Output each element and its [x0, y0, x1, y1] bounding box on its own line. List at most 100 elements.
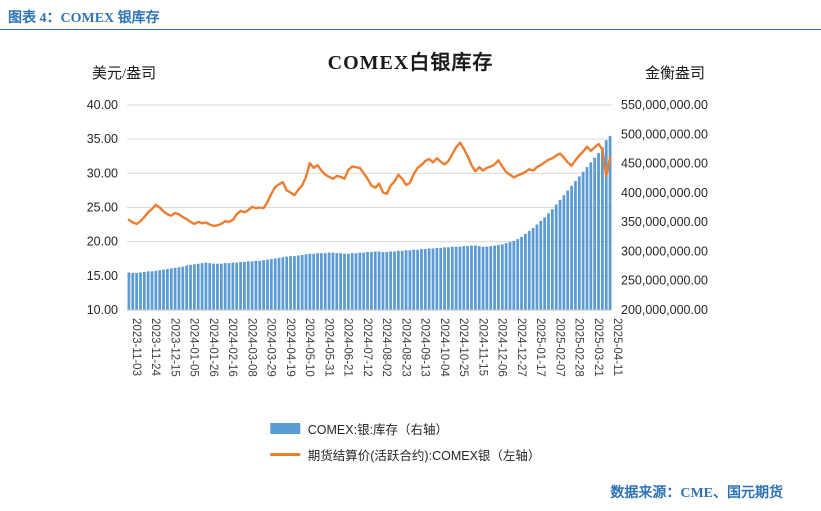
inventory-bar: [439, 247, 443, 310]
inventory-bar: [127, 272, 131, 310]
inventory-bar: [189, 264, 192, 310]
inventory-bar: [370, 252, 373, 310]
inventory-bar: [223, 263, 227, 310]
inventory-bar: [208, 263, 212, 310]
right-axis-tick-label: 350,000,000.00: [621, 215, 708, 229]
x-axis-tick-label: 2023-12-15: [168, 318, 180, 377]
right-axis-tick-label: 400,000,000.00: [621, 186, 708, 200]
inventory-bar: [416, 249, 420, 310]
x-axis-tick-label: 2024-12-06: [496, 318, 508, 377]
x-axis-tick-label: 2025-02-28: [573, 318, 585, 377]
legend-item-price: 期货结算价(活跃合约):COMEX银（左轴）: [269, 445, 540, 464]
inventory-bar: [366, 252, 369, 310]
inventory-bar: [358, 252, 362, 310]
inventory-bar: [500, 244, 504, 310]
inventory-bar: [481, 246, 485, 310]
inventory-bar: [450, 246, 454, 310]
inventory-bar: [142, 271, 146, 310]
inventory-bar: [473, 245, 477, 310]
inventory-bar: [354, 253, 358, 310]
inventory-bar: [146, 271, 150, 310]
x-axis-tick-label: 2024-01-05: [188, 318, 200, 377]
inventory-bar: [535, 224, 539, 310]
inventory-bar: [335, 253, 339, 310]
inventory-bar: [192, 264, 196, 310]
inventory-bar: [454, 246, 458, 310]
x-axis-tick-label: 2024-10-25: [457, 318, 469, 377]
inventory-bar: [181, 266, 185, 310]
x-axis-tick-label: 2025-01-17: [534, 318, 546, 377]
inventory-bar: [477, 246, 481, 310]
inventory-bar: [177, 267, 181, 310]
legend-bar-swatch: [269, 423, 300, 434]
legend-item-label: COMEX:银:库存（右轴）: [307, 423, 449, 437]
right-axis-tick-label: 200,000,000.00: [621, 303, 708, 317]
chart-title: COMEX白银库存: [327, 52, 494, 74]
inventory-bar: [246, 261, 250, 310]
right-axis-header: 金衡盎司: [645, 66, 706, 82]
inventory-bar: [431, 248, 435, 310]
x-axis-tick-label: 2024-02-16: [226, 318, 238, 377]
inventory-bar: [485, 246, 489, 310]
inventory-bar: [262, 260, 266, 310]
inventory-bar: [600, 147, 604, 310]
inventory-bar: [281, 257, 285, 310]
inventory-bar: [404, 250, 408, 310]
price-line: [127, 141, 612, 228]
inventory-bar: [339, 253, 343, 310]
x-axis-tick-label: 2024-11-15: [476, 318, 488, 376]
x-axis-tick-label: 2024-07-12: [361, 318, 373, 377]
left-axis-tick-label: 15.00: [87, 269, 118, 283]
inventory-bar: [385, 252, 389, 310]
inventory-bar: [608, 136, 612, 310]
inventory-bar: [504, 243, 508, 310]
right-axis-tick-label: 450,000,000.00: [621, 157, 708, 171]
x-axis-tick-label: 2024-10-04: [438, 318, 450, 377]
inventory-bar: [585, 167, 589, 310]
inventory-bar: [604, 140, 608, 310]
inventory-bar: [331, 252, 335, 310]
inventory-bar: [470, 245, 473, 310]
right-axis-tick-label: 500,000,000.00: [621, 127, 708, 141]
x-axis-tick-label: 2024-05-10: [303, 318, 315, 377]
inventory-bar: [300, 254, 304, 310]
x-axis-tick-label: 2024-12-27: [515, 318, 527, 377]
chart-legend: COMEX:银:库存（右轴） 期货结算价(活跃合约):COMEX银（左轴）: [269, 419, 540, 464]
inventory-bar: [327, 252, 331, 310]
inventory-bar: [489, 246, 493, 310]
inventory-bar: [131, 273, 135, 310]
inventory-bar: [316, 253, 319, 310]
inventory-bar: [139, 272, 142, 310]
x-axis-tick-label: 2024-09-13: [419, 318, 431, 377]
data-source-note: 数据来源：CME、国元期货: [610, 486, 783, 501]
header-divider: [0, 29, 821, 30]
inventory-bar: [539, 220, 543, 310]
inventory-bar: [216, 263, 219, 310]
inventory-bar: [296, 255, 300, 310]
inventory-bar: [389, 251, 393, 310]
inventory-bar: [420, 249, 423, 310]
x-axis-tick-label: 2023-11-03: [130, 318, 142, 376]
inventory-bar: [343, 253, 346, 310]
inventory-bar: [558, 199, 562, 310]
inventory-bar: [566, 190, 570, 310]
inventory-bar: [447, 247, 450, 310]
left-axis-tick-label: 30.00: [87, 166, 118, 180]
inventory-bar: [235, 262, 239, 310]
inventory-bar: [312, 253, 316, 310]
inventory-bar: [577, 176, 581, 310]
inventory-bar: [166, 269, 169, 310]
inventory-bar: [204, 262, 208, 310]
inventory-bar: [377, 251, 381, 310]
left-axis-tick-label: 20.00: [87, 235, 118, 249]
inventory-bar: [162, 269, 165, 310]
inventory-bar: [400, 250, 404, 310]
left-axis-header: 美元/盎司: [92, 66, 157, 82]
inventory-bar: [516, 239, 520, 310]
inventory-bar: [381, 252, 385, 310]
x-axis-tick-label: 2024-01-26: [207, 318, 219, 377]
inventory-bar: [527, 230, 531, 310]
inventory-bar: [589, 162, 593, 310]
inventory-bar: [550, 209, 554, 310]
left-axis-tick-label: 35.00: [87, 132, 118, 146]
